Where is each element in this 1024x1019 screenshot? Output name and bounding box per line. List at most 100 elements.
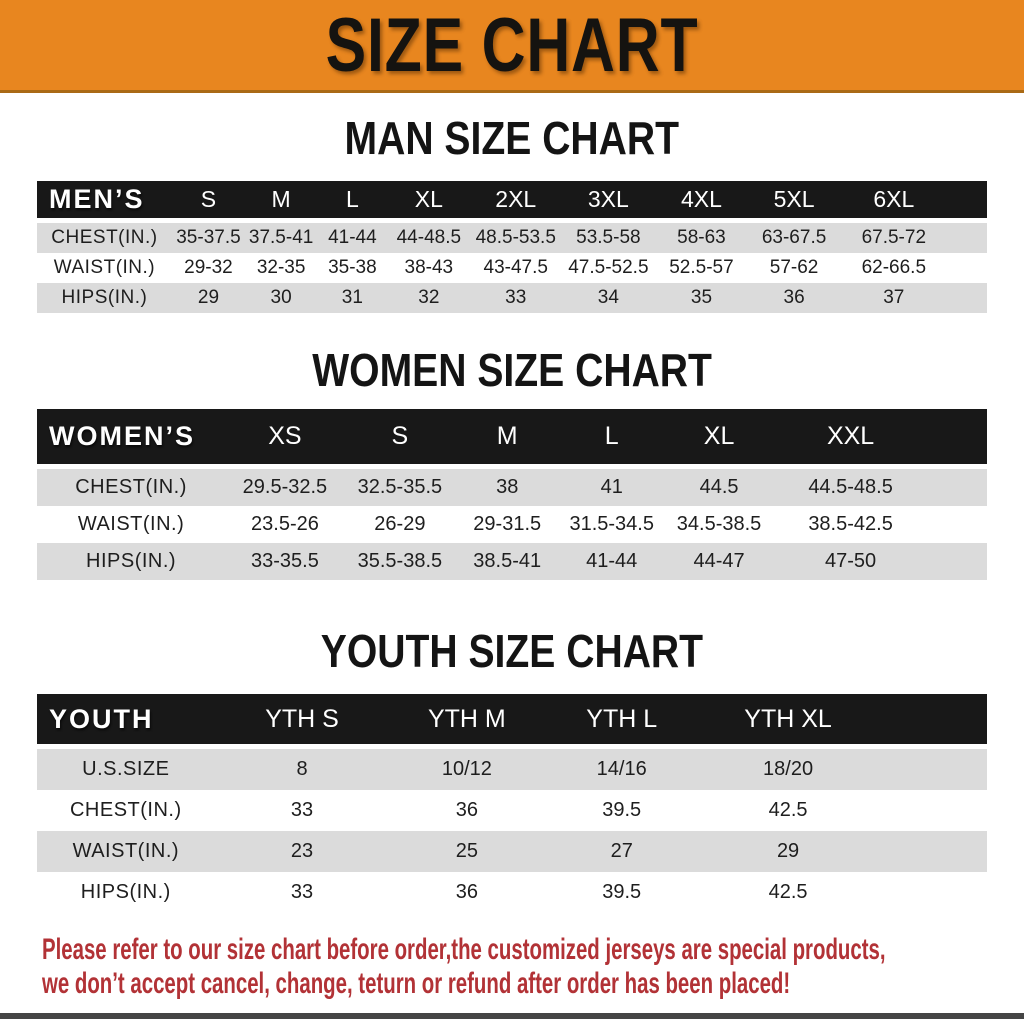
table-cell: 36 (455, 799, 478, 821)
table-cell: 34 (561, 283, 656, 313)
table-cell: 29 (699, 831, 987, 872)
table-cell: 23 (214, 831, 390, 872)
table-row: WAIST(IN.) 23.5-26 26-29 29-31.5 31.5-34.5 34… (37, 506, 987, 543)
table-cell: 32.5-35.5 (344, 464, 455, 506)
table-cell: 32 (387, 283, 471, 313)
column-header: L (559, 409, 664, 464)
table-cell: 30 (245, 283, 318, 313)
youth-size-table: YOUTH YTH S YTH M YTH L YTH XL U.S.SIZE 8 10/12… (37, 694, 987, 913)
column-header: XL (387, 181, 471, 218)
table-header-row: MEN’S S M L XL 2XL 3XL 4XL 5XL 6XL (37, 181, 987, 218)
table-cell: 33 (470, 283, 562, 313)
table-cell: 31.5-34.5 (569, 513, 654, 535)
table-row: HIPS(IN.) 33 36 39.5 42.5 (37, 872, 987, 913)
table-cell: 29-32 (184, 257, 233, 278)
row-label: WAIST(IN.) (77, 513, 185, 535)
table-cell: 41-44 (317, 218, 388, 253)
table-cell: 52.5-57 (669, 257, 734, 278)
table-row: WAIST(IN.) 29-32 32-35 35-38 38-43 43-47.5 47.… (37, 253, 987, 283)
table-cell: 44-47 (663, 543, 775, 580)
table-cell: 63-67.5 (747, 218, 841, 253)
table-cell: 38.5-42.5 (808, 513, 893, 535)
table-cell: 41 (559, 464, 664, 506)
table-row: WAIST(IN.) 23 25 27 29 (37, 831, 987, 872)
table-cell: 36 (455, 881, 478, 903)
man-size-chart-title-text: MAN SIZE CHART (344, 112, 680, 164)
table-cell: 35-37.5 (171, 218, 246, 253)
column-header: YTH XL (699, 694, 987, 744)
column-header: XL (663, 409, 775, 464)
bottom-divider-bar (0, 1013, 1024, 1019)
column-header: M (454, 409, 560, 464)
table-cell: 32-35 (256, 257, 306, 278)
table-cell: 29.5-32.5 (225, 464, 345, 506)
table-corner-label: YOUTH (37, 694, 215, 744)
table-cell: 37.5-41 (245, 218, 318, 253)
table-cell: 47.5-52.5 (568, 257, 649, 278)
row-label: U.S.SIZE (37, 744, 215, 790)
size-chart-banner: SIZE CHART (0, 0, 1024, 93)
table-row: U.S.SIZE 8 10/12 14/16 18/20 (37, 744, 987, 790)
column-header: YTH S (214, 694, 390, 744)
women-size-chart-title-text: WOMEN SIZE CHART (312, 344, 712, 396)
table-header-row: WOMEN’S XS S M L XL XXL (37, 409, 987, 464)
table-cell: 14/16 (544, 744, 700, 790)
column-header: XS (225, 409, 345, 464)
row-label: HIPS(IN.) (80, 881, 171, 903)
women-size-chart-title: WOMEN SIZE CHART (0, 347, 1024, 393)
table-cell: 33 (290, 799, 314, 821)
disclaimer-line-2: we don’t accept cancel, change, teturn o… (42, 967, 791, 1000)
table-cell: 26-29 (374, 513, 426, 535)
table-cell: 57-62 (769, 257, 819, 278)
row-label: WAIST(IN.) (37, 831, 215, 872)
table-cell: 35.5-38.5 (344, 543, 455, 580)
table-cell: 29 (171, 283, 246, 313)
table-cell: 23.5-26 (251, 513, 319, 535)
table-corner-label: MEN’S (37, 181, 172, 218)
table-cell: 58-63 (655, 218, 748, 253)
table-cell: 39.5 (602, 799, 642, 821)
table-cell: 33 (290, 881, 314, 903)
table-cell: 42.5 (768, 881, 808, 903)
table-cell: 31 (317, 283, 388, 313)
row-label: CHEST(IN.) (37, 218, 172, 253)
women-size-table: WOMEN’S XS S M L XL XXL CHEST(IN.) 29.5-32.5 32.5… (37, 409, 987, 580)
column-header: XXL (774, 409, 987, 464)
table-cell: 38 (454, 464, 560, 506)
table-cell: 33-35.5 (225, 543, 345, 580)
column-header: 6XL (840, 181, 987, 218)
row-label: HIPS(IN.) (37, 543, 226, 580)
disclaimer: Please refer to our size chart before or… (42, 933, 1024, 1001)
column-header: YTH M (389, 694, 545, 744)
table-corner-label: WOMEN’S (37, 409, 226, 464)
disclaimer-line-1: Please refer to our size chart before or… (42, 933, 886, 966)
column-header: M (245, 181, 318, 218)
table-row: CHEST(IN.) 33 36 39.5 42.5 (37, 790, 987, 831)
column-header: L (317, 181, 388, 218)
table-cell: 25 (389, 831, 545, 872)
table-cell: 67.5-72 (840, 218, 987, 253)
table-cell: 48.5-53.5 (470, 218, 562, 253)
table-row: HIPS(IN.) 33-35.5 35.5-38.5 38.5-41 41-44 44-… (37, 543, 987, 580)
table-cell: 38-43 (404, 257, 454, 278)
table-cell: 44.5-48.5 (774, 464, 987, 506)
row-label: WAIST(IN.) (53, 257, 156, 278)
youth-size-chart-title: YOUTH SIZE CHART (0, 628, 1024, 674)
row-label: CHEST(IN.) (37, 464, 226, 506)
table-cell: 47-50 (774, 543, 987, 580)
column-header: S (171, 181, 246, 218)
column-header: S (344, 409, 455, 464)
banner-title: SIZE CHART (325, 2, 699, 88)
column-header: 3XL (561, 181, 656, 218)
table-cell: 10/12 (389, 744, 545, 790)
table-cell: 41-44 (559, 543, 664, 580)
table-cell: 62-66.5 (861, 257, 927, 278)
youth-size-chart-title-text: YOUTH SIZE CHART (320, 625, 704, 677)
table-cell: 42.5 (768, 799, 808, 821)
table-cell: 35-38 (328, 257, 377, 278)
man-size-table: MEN’S S M L XL 2XL 3XL 4XL 5XL 6XL CHEST(IN.) 35-37… (37, 181, 987, 313)
row-label: CHEST(IN.) (69, 799, 182, 821)
table-row: CHEST(IN.) 29.5-32.5 32.5-35.5 38 41 44.5 44.5… (37, 464, 987, 506)
table-cell: 36 (747, 283, 841, 313)
table-cell: 43-47.5 (483, 257, 548, 278)
